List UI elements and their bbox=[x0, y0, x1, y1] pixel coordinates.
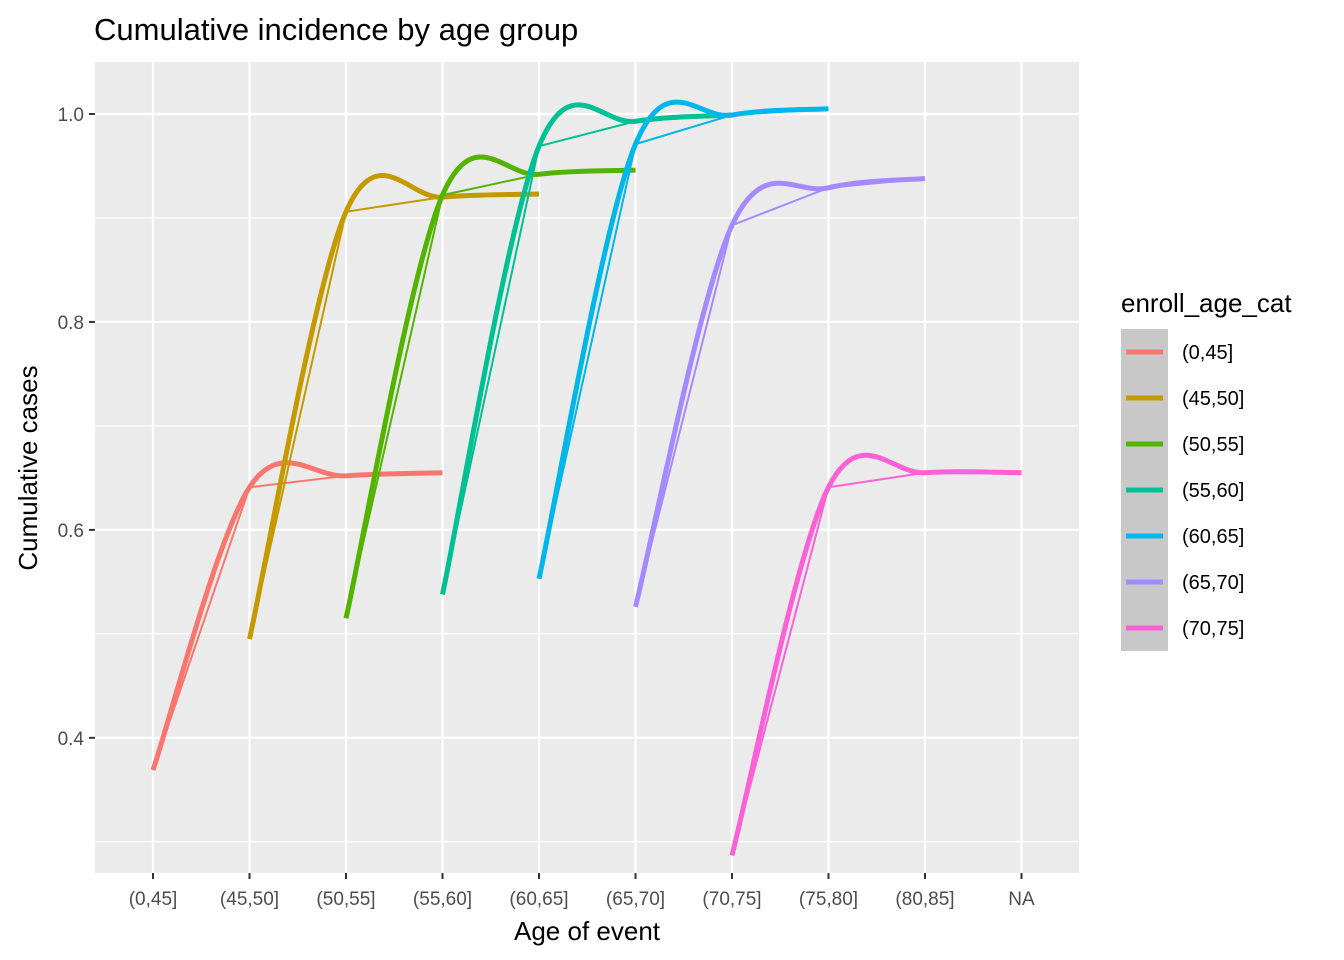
chart-title: Cumulative incidence by age group bbox=[94, 12, 578, 47]
y-axis: 0.4 0.6 0.8 1.0 bbox=[58, 105, 95, 750]
series-layer bbox=[150, 99, 1022, 856]
series-(50,55] bbox=[343, 154, 636, 619]
legend-label: (60,65] bbox=[1182, 526, 1244, 548]
legend-item: (60,65] bbox=[1126, 526, 1244, 548]
x-tick-label: (65,70] bbox=[606, 889, 665, 910]
x-tick-label: (0,45] bbox=[129, 889, 178, 910]
legend-label: (65,70] bbox=[1182, 572, 1244, 594]
legend-title: enroll_age_cat bbox=[1121, 288, 1292, 318]
series-(0,45] bbox=[150, 460, 443, 771]
x-axis: (0,45] (45,50] (50,55] (55,60] (60,65] (65,70… bbox=[129, 873, 1035, 910]
x-tick-label: (55,60] bbox=[413, 889, 472, 910]
x-tick-label: (70,75] bbox=[702, 889, 761, 910]
series-(55,60] bbox=[440, 102, 733, 595]
legend-items: (0,45] (45,50] (50,55] (55,60] (60,65] (65,70… bbox=[1126, 342, 1244, 640]
x-tick-label: NA bbox=[1008, 889, 1035, 910]
series-line-smooth bbox=[343, 154, 636, 619]
x-tick-label: (45,50] bbox=[220, 889, 279, 910]
minor-gridlines bbox=[95, 217, 1079, 843]
y-tick-label: 0.6 bbox=[58, 521, 84, 542]
legend-label: (50,55] bbox=[1182, 434, 1244, 456]
legend-item: (45,50] bbox=[1126, 388, 1244, 410]
y-axis-title: Cumulative cases bbox=[13, 365, 43, 570]
legend-item: (65,70] bbox=[1126, 572, 1244, 594]
y-tick-label: 0.8 bbox=[58, 313, 84, 334]
legend-item: (0,45] bbox=[1126, 342, 1233, 364]
series-line-smooth bbox=[247, 173, 540, 640]
plot-panel bbox=[95, 62, 1079, 873]
series-line-smooth bbox=[440, 102, 733, 595]
y-tick-label: 0.4 bbox=[58, 729, 85, 750]
legend-label: (45,50] bbox=[1182, 388, 1244, 410]
legend-label: (0,45] bbox=[1182, 342, 1233, 364]
legend-item: (70,75] bbox=[1126, 618, 1244, 640]
legend-label: (70,75] bbox=[1182, 618, 1244, 640]
x-tick-label: (60,65] bbox=[509, 889, 568, 910]
x-axis-title: Age of event bbox=[514, 916, 661, 946]
legend: enroll_age_cat (0,45] (45,50] (50,55] (55,6… bbox=[1121, 288, 1292, 651]
series-line-smooth bbox=[729, 452, 1022, 856]
x-tick-label: (80,85] bbox=[895, 889, 954, 910]
series-line-smooth bbox=[536, 99, 829, 580]
series-(60,65] bbox=[536, 99, 829, 580]
y-tick-label: 1.0 bbox=[58, 105, 84, 126]
x-tick-label: (50,55] bbox=[316, 889, 375, 910]
legend-item: (55,60] bbox=[1126, 480, 1244, 502]
series-(70,75] bbox=[729, 452, 1022, 856]
legend-label: (55,60] bbox=[1182, 480, 1244, 502]
series-(65,70] bbox=[633, 175, 926, 608]
series-line-smooth bbox=[150, 460, 443, 771]
series-(45,50] bbox=[247, 173, 540, 640]
x-tick-label: (75,80] bbox=[799, 889, 858, 910]
series-line-smooth bbox=[633, 175, 926, 608]
legend-item: (50,55] bbox=[1126, 434, 1244, 456]
